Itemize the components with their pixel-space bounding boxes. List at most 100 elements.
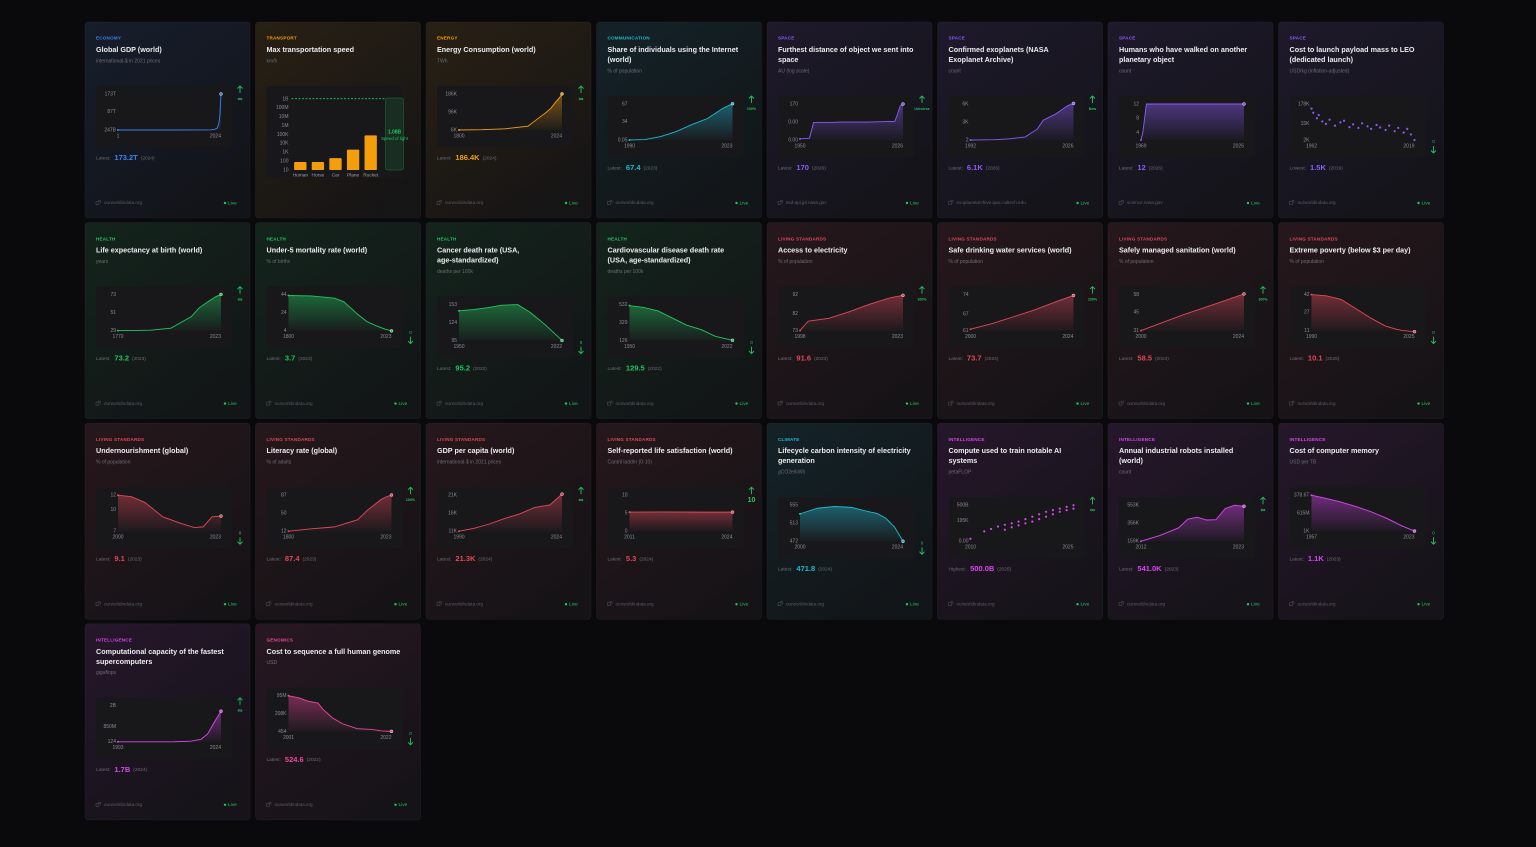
title-line: (dedicated launch)	[1290, 55, 1354, 64]
latest-label: Latest:	[608, 366, 622, 372]
latest-value: 12	[1137, 163, 1145, 172]
card: LIVING STANDARDS Undernourishment (global…	[84, 422, 251, 620]
source: ourworldindata.org	[104, 401, 142, 406]
live-status: Live	[399, 601, 408, 607]
trend-arrow	[407, 486, 414, 495]
subtitle: % of population	[778, 259, 813, 265]
category: CLIMATE	[778, 437, 799, 442]
y-tick-label: 472	[790, 539, 799, 545]
trend-arrow	[919, 285, 925, 294]
latest-label: Latest:	[1290, 556, 1304, 562]
y-tick-label: 1K	[1303, 529, 1310, 535]
source: ourworldindata.org	[445, 601, 483, 606]
y-tick-label: 4	[284, 328, 287, 334]
category: LIVING STANDARDS	[267, 437, 315, 442]
title-line: Cardiovascular disease death rate	[608, 246, 727, 255]
link-icon	[1118, 200, 1124, 205]
source: science.nasa.gov	[1127, 200, 1163, 205]
trend-arrow	[748, 346, 755, 355]
card: LIVING STANDARDS GDP per capita (world) in…	[425, 422, 592, 620]
x-tick-label: 2023	[210, 334, 221, 340]
source: ourworldindata.org	[275, 802, 313, 807]
x-tick-label: 2025	[1062, 545, 1073, 551]
y-tick-label: 2K	[1303, 137, 1310, 143]
y-tick-label: 378.6T	[1294, 493, 1310, 499]
y-tick-label: 513	[790, 521, 799, 527]
x-tick-label: 2024	[1062, 334, 1073, 340]
y-tick-label: 124	[449, 320, 458, 326]
y-tick-label: 58	[1133, 292, 1139, 298]
trend-arrow	[578, 346, 584, 355]
point	[1058, 510, 1061, 513]
x-tick-label: 2023	[380, 535, 391, 541]
y-tick-label: 553K	[1127, 503, 1139, 509]
live-status: Live	[1422, 200, 1431, 206]
source: ourworldindata.org	[957, 401, 995, 406]
link-icon	[95, 400, 101, 406]
card: SPACE Humans who have walked on another p…	[1107, 21, 1274, 219]
latest-label: Latest:	[267, 556, 281, 562]
x-tick-label: 1950	[453, 344, 464, 350]
live-status: Live	[228, 601, 237, 607]
x-tick-label: 2024	[551, 535, 562, 541]
start-dot	[799, 512, 801, 515]
card: ENERGY Energy Consumption (world) TWh 6K 96K…	[425, 21, 592, 219]
live-status: Live	[399, 802, 408, 808]
source: ourworldindata.org	[275, 401, 313, 406]
area	[1311, 294, 1415, 332]
y-tick-label: 61	[963, 328, 969, 334]
point	[1003, 523, 1006, 526]
area	[629, 103, 733, 140]
latest-year: (2024)	[818, 566, 832, 572]
y-tick-label: 10M	[279, 114, 289, 120]
trend-arrow	[237, 85, 243, 93]
link-icon	[948, 200, 954, 205]
latest-value: 95.2	[455, 364, 470, 373]
source: ourworldindata.org	[445, 401, 483, 406]
category: HEALTH	[96, 236, 116, 241]
y-tick-label: 0.00	[788, 119, 798, 125]
chart-box	[96, 86, 232, 147]
card: INTELLIGENCE Computational capacity of th…	[84, 623, 251, 821]
title-line: Energy Consumption (world)	[437, 45, 536, 54]
start-dot	[117, 494, 119, 497]
live-status: Live	[1081, 200, 1090, 206]
end-dot	[1071, 293, 1076, 298]
live-status: Live	[910, 200, 919, 206]
target: 0	[750, 340, 753, 345]
card-title: Self-reported life satisfaction (world)	[608, 446, 734, 455]
line	[458, 493, 563, 532]
x-tick-label: 2023	[721, 143, 732, 149]
point	[1348, 125, 1351, 129]
y-tick-label: 42	[1304, 292, 1310, 298]
end-dot	[901, 539, 905, 543]
start-dot	[1310, 494, 1313, 497]
x-tick-label: 2000	[794, 545, 805, 551]
latest-value: 5.3	[626, 554, 636, 563]
x-tick-label: 2023	[892, 334, 903, 340]
start-dot	[1140, 540, 1142, 543]
latest-value: 58.5	[1137, 354, 1152, 363]
card-title: Life expectancy at birth (world)	[96, 246, 203, 255]
latest-label: Latest:	[267, 356, 281, 362]
x-tick-label: 2024	[210, 745, 221, 751]
live-dot	[1076, 201, 1079, 205]
target: 0	[409, 731, 412, 736]
title-line: systems	[949, 456, 978, 465]
bar	[294, 161, 307, 170]
area	[629, 511, 733, 532]
y-tick-label: 195K	[957, 518, 969, 524]
subtitle: AU (log scale)	[778, 68, 810, 74]
start-dot	[1140, 329, 1142, 332]
line	[288, 295, 392, 332]
card: SPACE Furthest distance of object we sent…	[766, 21, 933, 219]
line	[1311, 494, 1415, 532]
title-line: Extreme poverty (below $3 per day)	[1290, 246, 1412, 255]
category: INTELLIGENCE	[1119, 437, 1155, 442]
x-tick-label: 1993	[112, 745, 123, 751]
area	[1311, 495, 1415, 532]
subtitle: years	[96, 259, 109, 265]
card-title: Cost to sequence a full human genome	[267, 647, 401, 656]
y-tick-label: 555	[790, 503, 799, 509]
card-title: Cost to launch payload mass to LEO (dedi…	[1290, 45, 1417, 64]
